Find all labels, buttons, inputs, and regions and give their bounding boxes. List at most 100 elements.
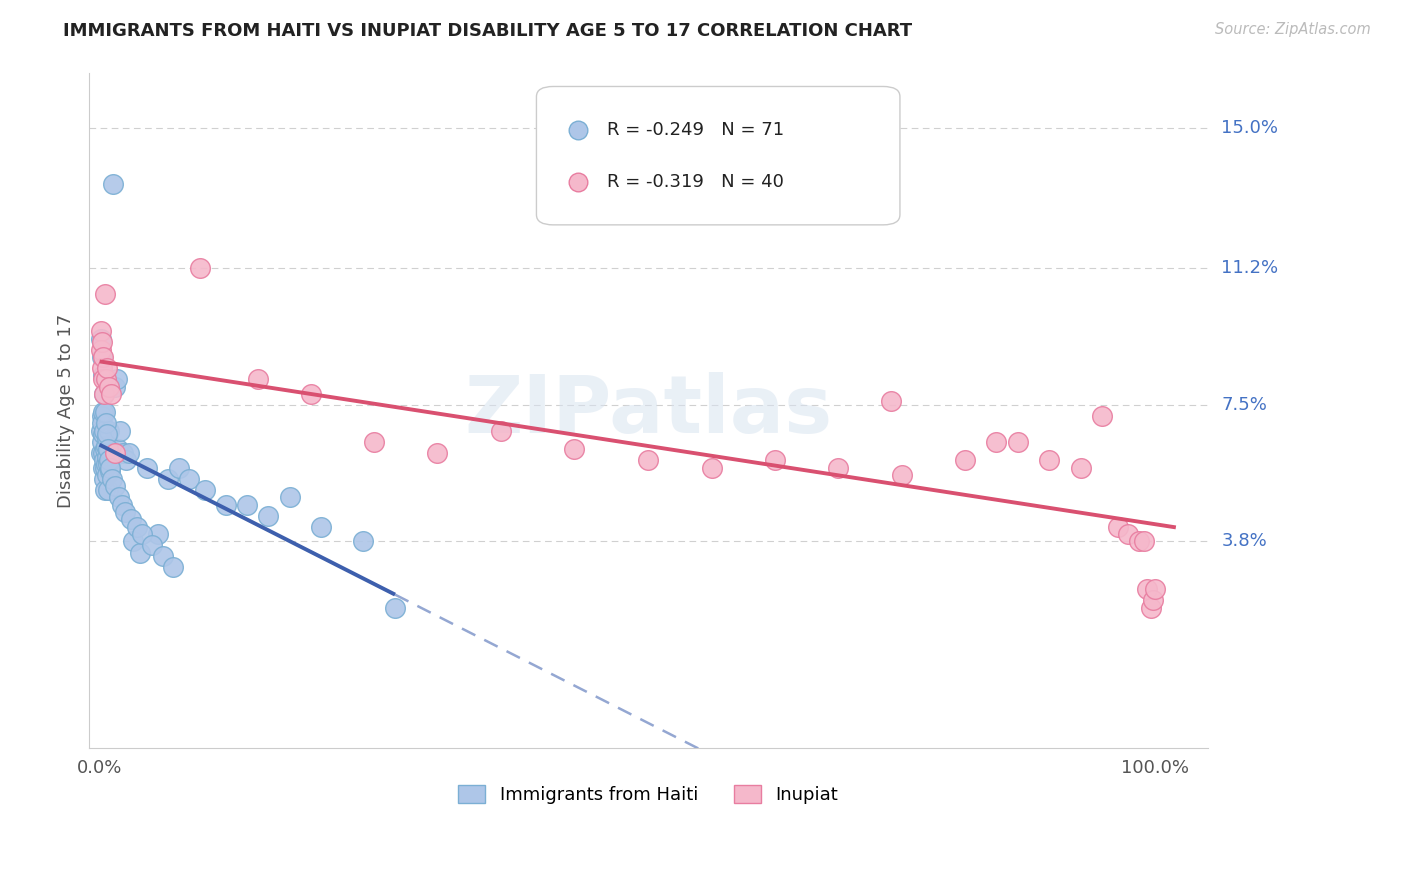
Point: [1070, 460, 1092, 475]
Point: [257, 508, 280, 523]
Point: [98, 379, 121, 393]
Point: [98, 464, 121, 478]
Point: [90, 324, 112, 338]
Point: [90, 409, 112, 423]
Point: [120, 512, 142, 526]
Point: [94, 417, 117, 431]
Point: [890, 468, 912, 483]
Point: [146, 527, 169, 541]
Point: [489, 424, 512, 438]
Legend: Immigrants from Haiti, Inupiat: Immigrants from Haiti, Inupiat: [449, 776, 848, 814]
Point: [90, 332, 112, 346]
Point: [1091, 409, 1114, 423]
Point: [97, 457, 120, 471]
Point: [115, 453, 138, 467]
Point: [98, 424, 121, 438]
Point: [96, 427, 118, 442]
Point: [167, 460, 190, 475]
Point: [90, 335, 112, 350]
Point: [141, 538, 163, 552]
Point: [1007, 434, 1029, 449]
Point: [98, 453, 121, 467]
Point: [215, 498, 238, 512]
Point: [152, 549, 174, 564]
Text: R = -0.319   N = 40: R = -0.319 N = 40: [607, 173, 783, 191]
Point: [93, 453, 115, 467]
Point: [105, 372, 128, 386]
Point: [94, 405, 117, 419]
Point: [188, 261, 211, 276]
Point: [104, 446, 127, 460]
Point: [194, 483, 217, 497]
Point: [91, 460, 114, 475]
Point: [93, 387, 115, 401]
Point: [118, 446, 141, 460]
Point: [107, 490, 129, 504]
Point: [700, 460, 723, 475]
Point: [111, 446, 134, 460]
Point: [1118, 527, 1140, 541]
Point: [98, 442, 121, 457]
Point: [94, 442, 117, 457]
Point: [94, 372, 117, 386]
Text: Source: ZipAtlas.com: Source: ZipAtlas.com: [1215, 22, 1371, 37]
Point: [278, 490, 301, 504]
Point: [114, 505, 136, 519]
Point: [97, 442, 120, 457]
Text: 7.5%: 7.5%: [1222, 396, 1267, 414]
Point: [128, 545, 150, 559]
Point: [1133, 534, 1156, 549]
Text: 3.8%: 3.8%: [1222, 533, 1267, 550]
Point: [94, 483, 117, 497]
Point: [91, 350, 114, 364]
Point: [1107, 519, 1129, 533]
Point: [122, 534, 145, 549]
Point: [100, 387, 122, 401]
Point: [91, 427, 114, 442]
Point: [309, 519, 332, 533]
Text: 11.2%: 11.2%: [1222, 260, 1278, 277]
Point: [1143, 582, 1166, 597]
Point: [91, 405, 114, 419]
Point: [103, 177, 125, 191]
Point: [125, 519, 148, 533]
Point: [363, 434, 385, 449]
Point: [98, 460, 121, 475]
Y-axis label: Disability Age 5 to 17: Disability Age 5 to 17: [58, 313, 75, 508]
Point: [94, 457, 117, 471]
Text: IMMIGRANTS FROM HAITI VS INUPIAT DISABILITY AGE 5 TO 17 CORRELATION CHART: IMMIGRANTS FROM HAITI VS INUPIAT DISABIL…: [63, 22, 912, 40]
Point: [827, 460, 849, 475]
Point: [93, 424, 115, 438]
Point: [1139, 600, 1161, 615]
Point: [100, 453, 122, 467]
Point: [1128, 534, 1150, 549]
Point: [637, 453, 659, 467]
Point: [157, 472, 180, 486]
Text: 15.0%: 15.0%: [1222, 120, 1278, 137]
Point: [90, 343, 112, 357]
Point: [763, 453, 786, 467]
Point: [91, 368, 114, 383]
Point: [162, 560, 184, 574]
Point: [94, 287, 117, 301]
Point: [93, 472, 115, 486]
Point: [104, 379, 127, 393]
Point: [426, 446, 449, 460]
Point: [1142, 593, 1164, 607]
Point: [1136, 582, 1159, 597]
Point: [90, 434, 112, 449]
Point: [880, 394, 903, 409]
Point: [93, 387, 115, 401]
Point: [352, 534, 374, 549]
Point: [299, 387, 322, 401]
Point: [1038, 453, 1060, 467]
Point: [90, 424, 112, 438]
Point: [90, 361, 112, 376]
Point: [131, 527, 153, 541]
Point: [90, 417, 112, 431]
Text: R = -0.249   N = 71: R = -0.249 N = 71: [607, 120, 785, 138]
Point: [94, 438, 117, 452]
Point: [101, 472, 124, 486]
Point: [90, 446, 112, 460]
Point: [986, 434, 1008, 449]
